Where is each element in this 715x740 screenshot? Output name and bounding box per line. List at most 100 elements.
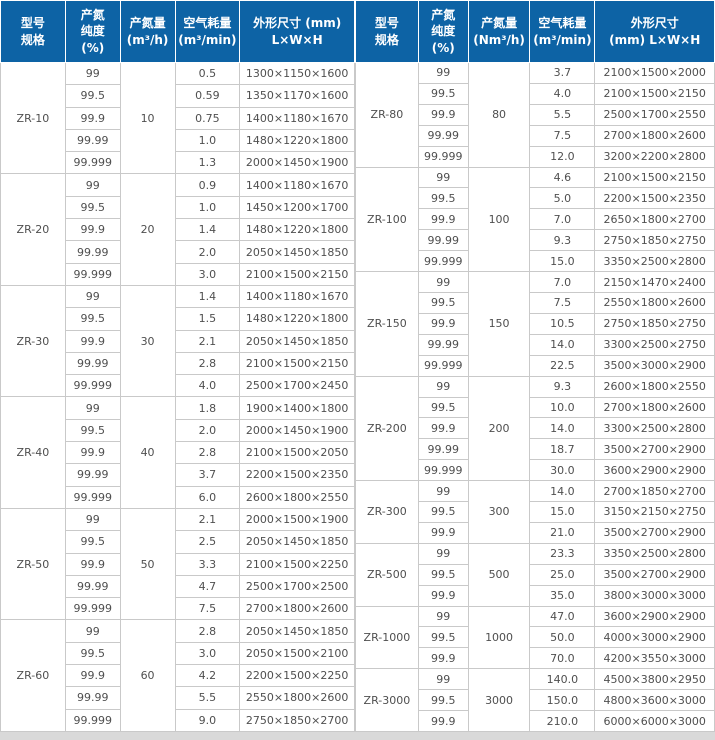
- air-consumption-cell: 210.0: [529, 710, 596, 732]
- air-consumption-cell: 15.0: [529, 250, 596, 273]
- dimensions-cell: 2000×1450×1900: [239, 418, 355, 443]
- air-consumption-cell: 1.3: [174, 151, 241, 175]
- air-consumption-cell: 9.3: [529, 229, 596, 252]
- dimensions-cell: 2100×1500×2150: [239, 351, 355, 376]
- column-header-purity: 产氮 纯度 (%): [64, 0, 121, 63]
- dimensions-cell: 3200×2200×2800: [594, 145, 715, 168]
- dimensions-cell: 3500×3000×2900: [594, 354, 715, 377]
- dimensions-cell: 2500×1700×2450: [239, 374, 355, 398]
- column-header-line: 纯度: [80, 24, 105, 39]
- air-consumption-cell: 6.0: [174, 485, 241, 509]
- header-row: 型号 规格 产氮 纯度 (%) 产氮量 (Nm³/h) 空气耗量 (m³/min) 外形尺寸 (mm…: [355, 0, 715, 63]
- model-cell: ZR-20: [0, 173, 66, 286]
- dimensions-cell: 2100×1500×2050: [239, 441, 355, 465]
- table-row: 99.9 10.5 2750×1850×2750: [356, 312, 715, 335]
- table-row: ZR-100 99 100 4.6 2100×1500×2150: [355, 166, 715, 273]
- table-row: ZR-60 99 60 2.8 2050×1450×1850: [0, 619, 355, 732]
- dimensions-cell: 1300×1150×1600: [239, 61, 355, 86]
- air-consumption-cell: 18.7: [529, 438, 596, 461]
- dimensions-cell: 1900×1400×1800: [239, 396, 355, 420]
- dimensions-cell: 2000×1500×1900: [239, 507, 355, 532]
- model-cell: ZR-150: [355, 271, 419, 377]
- purity-cell: 99.999: [64, 151, 121, 175]
- table-row: 99.5 2.0 2000×1450×1900: [1, 418, 355, 443]
- dimensions-cell: 2200×1500×2250: [239, 664, 355, 688]
- table-row: 99.999 4.0 2500×1700×2450: [1, 374, 355, 398]
- output-cell: 20: [119, 173, 176, 286]
- table-row: ZR-10 99 10 0.5 1300×1150×1600: [0, 61, 355, 175]
- dimensions-cell: 1350×1170×1600: [239, 84, 355, 108]
- purity-cell: 99.99: [64, 240, 121, 264]
- model-cell: ZR-300: [355, 480, 419, 544]
- purity-cell: 99.5: [64, 307, 121, 331]
- table-row: 99.5 1.5 1480×1220×1800: [1, 307, 355, 331]
- table-row: 99.5 0.59 1350×1170×1600: [1, 84, 355, 108]
- table-row: 99.5 50.0 4000×3000×2900: [356, 626, 715, 649]
- column-header-output: 产氮量 (m³/h): [119, 0, 176, 63]
- table-row: ZR-200 99 200 9.3 2600×1800×2550: [355, 375, 715, 482]
- table-row: 99.5 25.0 3500×2700×2900: [356, 563, 715, 586]
- air-consumption-cell: 10.5: [529, 312, 596, 335]
- dimensions-cell: 3500×2700×2900: [594, 521, 715, 544]
- column-header-output: 产氮量 (Nm³/h): [467, 0, 531, 63]
- purity-cell: 99: [417, 605, 469, 628]
- purity-cell: 99: [417, 271, 469, 293]
- air-consumption-cell: 1.4: [174, 284, 241, 309]
- dimensions-cell: 2050×1500×2100: [239, 641, 355, 666]
- dimensions-cell: 4200×3550×3000: [594, 647, 715, 670]
- model-cell: ZR-100: [355, 166, 419, 273]
- table-row: 99.9 2.1 2050×1450×1850: [1, 329, 355, 353]
- air-consumption-cell: 140.0: [529, 668, 596, 691]
- table-row: 99.9 4.2 2200×1500×2250: [1, 664, 355, 688]
- table-row: 99.999 3.0 2100×1500×2150: [1, 262, 355, 286]
- dimensions-cell: 2050×1450×1850: [239, 619, 355, 643]
- column-header-line: 型号: [20, 16, 45, 31]
- air-consumption-cell: 5.5: [174, 686, 241, 710]
- dimensions-cell: 2750×1850×2750: [594, 229, 715, 252]
- table-row: 99.999 22.5 3500×3000×2900: [356, 354, 715, 377]
- air-consumption-cell: 7.5: [529, 124, 596, 147]
- dimensions-cell: 3150×2150×2750: [594, 501, 715, 523]
- table-row: 99.5 5.0 2200×1500×2350: [356, 187, 715, 210]
- purity-cell: 99.9: [417, 584, 469, 607]
- output-cell: 80: [467, 62, 531, 168]
- model-cell: ZR-3000: [355, 668, 419, 732]
- spec-table-right: 型号 规格 产氮 纯度 (%) 产氮量 (Nm³/h) 空气耗量 (m³/min) 外形尺寸 (mm…: [355, 0, 715, 732]
- air-consumption-cell: 1.8: [174, 396, 241, 420]
- dimensions-cell: 2200×1500×2350: [239, 463, 355, 487]
- air-consumption-cell: 0.75: [174, 106, 241, 130]
- air-consumption-cell: 2.8: [174, 441, 241, 465]
- purity-cell: 99.9: [64, 106, 121, 130]
- air-consumption-cell: 22.5: [529, 354, 596, 377]
- purity-cell: 99.5: [417, 82, 469, 105]
- table-row: ZR-150 99 150 7.0 2150×1470×2400: [355, 271, 715, 377]
- table-row: 99.9 210.0 6000×6000×3000: [356, 710, 715, 732]
- output-cell: 500: [467, 542, 531, 607]
- air-consumption-cell: 4.0: [529, 82, 596, 105]
- air-consumption-cell: 35.0: [529, 584, 596, 607]
- dimensions-cell: 4500×3800×2950: [594, 668, 715, 691]
- column-header-line: 产氮: [431, 8, 456, 23]
- air-consumption-cell: 30.0: [529, 459, 596, 482]
- purity-cell: 99: [64, 173, 121, 197]
- table-row: 99.99 18.7 3500×2700×2900: [356, 438, 715, 461]
- model-cell: ZR-30: [0, 284, 66, 398]
- purity-cell: 99: [417, 542, 469, 565]
- table-row: 99.99 2.8 2100×1500×2150: [1, 351, 355, 376]
- dimensions-cell: 2550×1800×2600: [594, 291, 715, 314]
- column-header-air: 空气耗量 (m³/min): [529, 0, 596, 63]
- table-row: 99.5 7.5 2550×1800×2600: [356, 291, 715, 314]
- purity-cell: 99: [64, 396, 121, 420]
- column-header-air: 空气耗量 (m³/min): [174, 0, 241, 63]
- dimensions-cell: 2700×1800×2600: [594, 124, 715, 147]
- dimensions-cell: 4000×3000×2900: [594, 626, 715, 649]
- dimensions-cell: 3500×2700×2900: [594, 563, 715, 586]
- air-consumption-cell: 7.0: [529, 208, 596, 231]
- purity-cell: 99.9: [417, 312, 469, 335]
- purity-cell: 99.99: [417, 333, 469, 356]
- purity-cell: 99.99: [64, 686, 121, 710]
- purity-cell: 99.9: [417, 647, 469, 670]
- column-header-line: (m³/min): [533, 32, 592, 47]
